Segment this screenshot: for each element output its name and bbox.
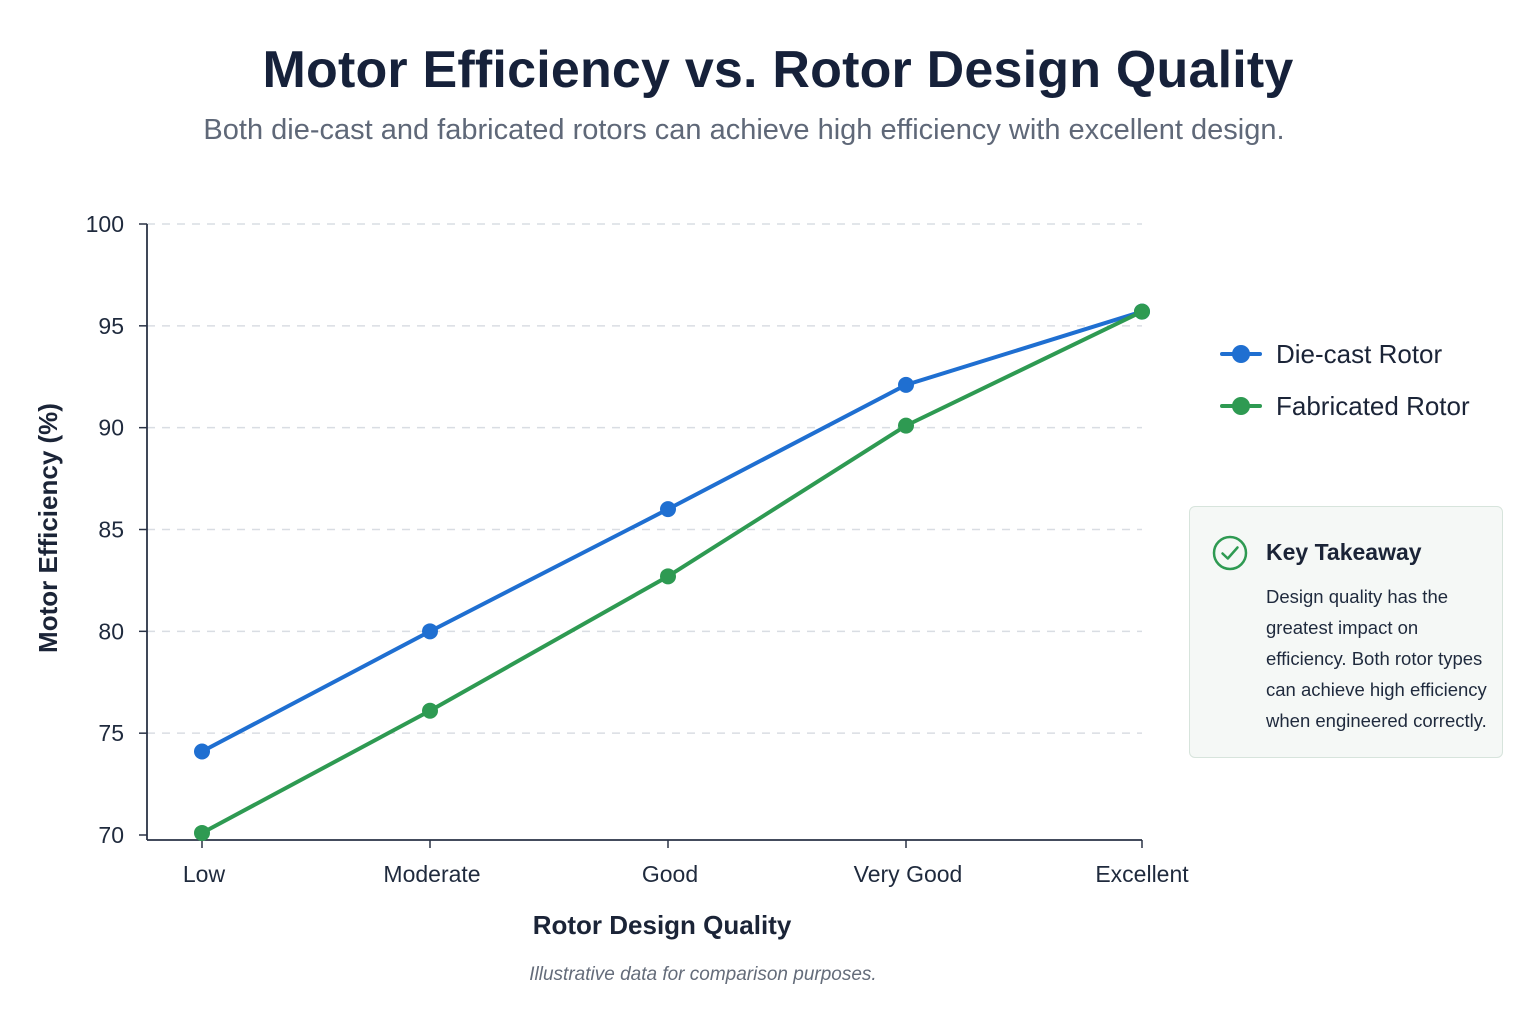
y-tick-label: 85 (98, 517, 124, 543)
y-tick-label: 90 (98, 415, 124, 441)
legend-label-die-cast: Die-cast Rotor (1276, 338, 1443, 369)
key-takeaway-card: Key Takeaway Design quality has the grea… (1189, 506, 1503, 758)
data-point-0-3 (898, 376, 914, 393)
y-tick-label: 100 (86, 211, 124, 237)
check-circle-icon (1212, 535, 1248, 571)
y-axis-title: Motor Efficiency (%) (33, 403, 63, 653)
x-tick-label: Moderate (383, 861, 480, 887)
grid-lines (147, 223, 1142, 734)
data-point-0-0 (194, 743, 210, 760)
legend-swatch-die-cast (1220, 344, 1262, 364)
y-tick-label: 75 (98, 720, 124, 746)
data-point-1-0 (194, 824, 210, 841)
data-point-1-4 (1134, 303, 1150, 320)
data-point-0-2 (660, 501, 676, 518)
legend-item-fabricated: Fabricated Rotor (1220, 388, 1470, 424)
legend-swatch-fabricated (1220, 396, 1262, 416)
x-tick-label: Very Good (854, 861, 963, 887)
y-tick-label: 95 (98, 313, 124, 339)
data-point-1-1 (422, 702, 438, 719)
legend: Die-cast Rotor Fabricated Rotor (1220, 336, 1470, 440)
y-tick-label: 70 (98, 822, 124, 848)
data-point-1-3 (898, 417, 914, 434)
chart-subtitle: Both die-cast and fabricated rotors can … (203, 114, 1285, 146)
legend-label-fabricated: Fabricated Rotor (1276, 390, 1470, 421)
footnote: Illustrative data for comparison purpose… (529, 964, 877, 985)
x-tick-label: Good (642, 861, 698, 887)
legend-item-die-cast: Die-cast Rotor (1220, 336, 1470, 372)
series-lines (194, 303, 1150, 841)
data-point-1-2 (660, 568, 676, 585)
chart-title: Motor Efficiency vs. Rotor Design Qualit… (262, 41, 1294, 99)
x-axis-title: Rotor Design Quality (533, 910, 792, 940)
x-tick-label: Low (183, 861, 226, 887)
takeaway-body: Design quality has the greatest impact o… (1266, 586, 1487, 731)
y-tick-label: 80 (98, 618, 124, 644)
data-point-0-1 (422, 623, 438, 640)
takeaway-title: Key Takeaway (1266, 539, 1422, 565)
axes: 70 75 80 85 90 95 100 Low Moderate Good Very Good E… (86, 211, 1190, 887)
x-tick-label: Excellent (1095, 861, 1189, 887)
